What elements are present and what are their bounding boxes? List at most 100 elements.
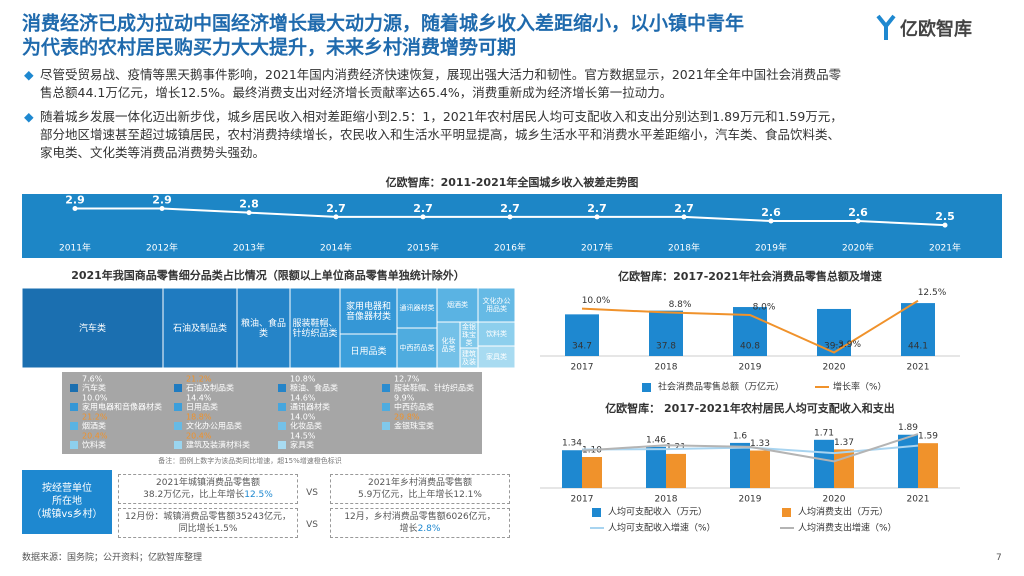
- cmp-line: 12月份：城镇消费品零售额35243亿元，: [119, 511, 297, 523]
- x-tick-label: 2016年: [494, 242, 526, 254]
- legend-swatch: [70, 441, 78, 449]
- cell-label: 建筑及装: [462, 349, 476, 366]
- cell-label: 汽车类: [79, 322, 106, 334]
- x-tick-label: 2019: [739, 495, 762, 505]
- logo-icon: [876, 14, 896, 40]
- cell-label: 通讯器材类: [400, 303, 435, 312]
- legend-label: 家具类: [290, 440, 314, 450]
- bullet-line: 家电类、文化类等消费品消费势头强劲。: [40, 145, 266, 160]
- legend-label: 饮料类: [82, 440, 106, 450]
- x-tick-label: 2018年: [668, 242, 700, 254]
- bar: [901, 303, 935, 356]
- cell-label: 化妆品类: [442, 336, 456, 353]
- legend-swatch: [278, 403, 286, 411]
- value-label: 40.8: [740, 342, 760, 352]
- value-label: 2.7: [500, 202, 520, 215]
- bullet-line: 部分地区增速甚至超过城镇居民，农村消费持续增长，农民收入和生活水平明显提高，城乡…: [40, 127, 841, 142]
- text: 12月，乡村消费品零售额6026亿元，: [344, 512, 496, 522]
- bar: [666, 453, 686, 488]
- x-tick-label: 2019: [739, 363, 762, 373]
- value-label: 2.6: [761, 206, 781, 219]
- x-tick-label: 2011年: [59, 242, 91, 254]
- band: [22, 194, 1002, 258]
- point: [333, 214, 339, 220]
- point: [420, 214, 426, 220]
- cell-label: 服装鞋帽、针纺织品类: [292, 317, 337, 339]
- bullet: ◆ 尽管受贸易战、疫情等黑天鹅事件影响，2021年国内消费经济快速恢复，展现出强大…: [24, 66, 1014, 102]
- text: 2021年城镇消费品零售额: [156, 478, 260, 488]
- treemap-cell: [162, 287, 238, 369]
- cmp-box: 2021年乡村消费品零售额 5.9万亿元，比上年增长12.1%: [330, 474, 510, 504]
- title-line: 消费经济已成为拉动中国经济增长最大动力源，随着城乡收入差距缩小，以小镇中青年: [22, 12, 744, 35]
- treemap-cell: [396, 287, 438, 329]
- value-label: 1.6: [733, 431, 748, 441]
- cell-label: 饮料类: [486, 329, 507, 338]
- cell-label: 家用电器和音像器材类: [346, 300, 391, 322]
- bar: [565, 314, 599, 356]
- x-tick-label: 2013年: [233, 242, 265, 254]
- legend-label: 建筑及装潢材料类: [186, 440, 250, 450]
- cmp-line: 2021年乡村消费品零售额: [331, 477, 509, 489]
- value-label: 12.5%: [918, 288, 947, 298]
- legend-swatch: [382, 422, 390, 430]
- point: [855, 218, 861, 224]
- legend-label: 烟酒类: [82, 421, 106, 431]
- legend-label: 通讯器材类: [290, 402, 330, 412]
- x-tick-label: 2012年: [146, 242, 178, 254]
- cmp-line: 增长2.8%: [331, 523, 509, 535]
- growth-label: 10.0%: [82, 394, 108, 403]
- bullet-line: 售总额44.1万亿元，增长12.5%。最终消费支出对经济增长贡献率达65.4%，…: [40, 85, 673, 100]
- value-label: 1.33: [750, 439, 770, 449]
- chart-title: 亿欧智库： 2017-2021年农村居民人均可支配收入和支出: [605, 401, 895, 415]
- legend-swatch: [642, 383, 651, 392]
- value-label: 1.21: [666, 442, 686, 452]
- text: （城镇vs乡村）: [31, 509, 103, 520]
- legend-swatch: [782, 508, 791, 517]
- legend-label: 粮油、食品类: [290, 383, 338, 393]
- bar: [918, 443, 938, 488]
- growth-label: 21.2%: [186, 375, 212, 384]
- legend-swatch: [278, 422, 286, 430]
- legend-swatch: [278, 384, 286, 392]
- growth-label: 20.4%: [186, 432, 212, 441]
- text: 所在地: [52, 496, 82, 507]
- chart-title: 亿欧智库：2011-2021年全国城乡收入被差走势图: [386, 175, 639, 189]
- legend-label: 金银珠宝类: [394, 421, 434, 431]
- cmp-line: 5.9万亿元，比上年增长12.1%: [331, 489, 509, 501]
- legend-swatch: [382, 403, 390, 411]
- x-tick-label: 2021年: [929, 242, 961, 254]
- cell-label: 日用品类: [350, 345, 386, 357]
- cell-label: 石油及制品类: [173, 322, 227, 334]
- x-tick-label: 2018: [655, 495, 678, 505]
- legend-label: 石油及制品类: [186, 383, 234, 393]
- point: [768, 218, 774, 224]
- growth-label: 29.8%: [394, 413, 420, 422]
- treemap-cell: [289, 287, 341, 369]
- bar: [730, 442, 750, 488]
- text: 同比增长1.5%: [178, 524, 238, 534]
- x-tick-label: 2014年: [320, 242, 352, 254]
- legend-label: 增长率（%）: [833, 381, 887, 393]
- vs: VS: [306, 520, 318, 530]
- cell-label: 金银珠宝类: [462, 322, 476, 347]
- growth-label: 12.7%: [394, 375, 420, 384]
- value-label: 8.8%: [669, 300, 692, 310]
- treemap-cell: [236, 287, 291, 369]
- value-label: 2.7: [674, 202, 694, 215]
- bar: [649, 310, 683, 356]
- note: 备注：图例上数字为该品类同比增速，超15%增速橙色标识: [158, 456, 342, 465]
- value-label: 37.8: [656, 342, 676, 352]
- text: 38.2万亿元，比上年增长: [143, 490, 245, 500]
- bullet-line: 尽管受贸易战、疫情等黑天鹅事件影响，2021年国内消费经济快速恢复，展现出强大活…: [40, 67, 842, 82]
- bullet-line: 随着城乡发展一体化迈出新步伐，城乡居民收入相对差距缩小到2.5：1，2021年农…: [40, 109, 843, 124]
- value-label: 2.6: [848, 206, 868, 219]
- legend-swatch: [382, 384, 390, 392]
- legend-swatch: [174, 403, 182, 411]
- cmp-label: 按经营单位 所在地 （城镇vs乡村）: [22, 482, 112, 521]
- value-label: 2.5: [935, 210, 955, 223]
- title-line: 为代表的农村居民购买力大大提升，未来乡村消费增势可期: [22, 36, 516, 59]
- x-tick-label: 2020: [823, 495, 846, 505]
- cell-label: 中西药品类: [400, 343, 435, 352]
- legend-label: 文化办公用品类: [186, 421, 242, 431]
- growth-label: 21.2%: [82, 413, 108, 422]
